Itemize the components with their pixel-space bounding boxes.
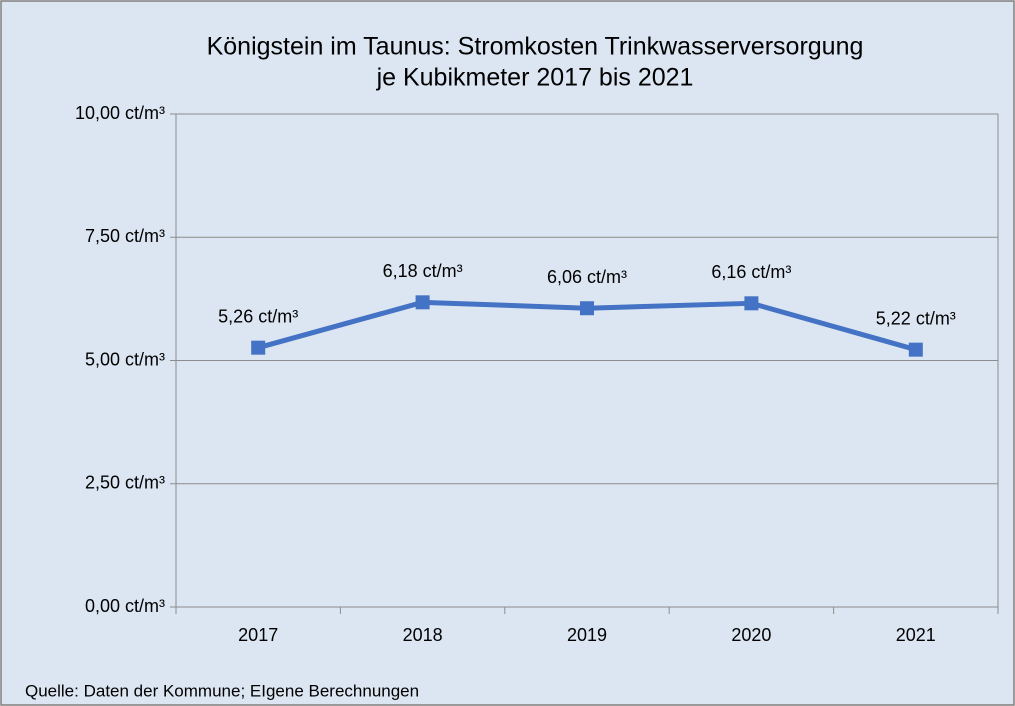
marker: [580, 301, 594, 316]
y-tick-label: 5,00 ct/m³: [85, 349, 165, 369]
data-label: 6,16 ct/m³: [711, 262, 791, 282]
data-label: 6,18 ct/m³: [383, 261, 463, 281]
x-tick-label: 2021: [896, 625, 936, 645]
marker: [415, 295, 430, 310]
x-tick-label: 2018: [403, 625, 443, 645]
data-label: 5,26 ct/m³: [218, 306, 298, 326]
y-tick-label: 0,00 ct/m³: [85, 596, 165, 616]
data-label: 5,22 ct/m³: [876, 308, 956, 328]
y-tick-label: 10,00 ct/m³: [75, 103, 165, 123]
x-tick-label: 2019: [567, 625, 607, 645]
source-note: Quelle: Daten der Kommune; EIgene Berech…: [25, 681, 419, 700]
x-tick-label: 2020: [731, 625, 771, 645]
x-tick-label: 2017: [238, 625, 278, 645]
marker: [251, 340, 266, 355]
y-tick-label: 7,50 ct/m³: [85, 226, 165, 246]
y-tick-label: 2,50 ct/m³: [85, 473, 165, 493]
marker: [744, 296, 759, 311]
chart-title: je Kubikmeter 2017 bis 2021: [376, 64, 694, 92]
data-label: 6,06 ct/m³: [547, 267, 627, 287]
marker: [908, 342, 923, 357]
chart-title: Königstein im Taunus: Stromkosten Trinkw…: [207, 33, 864, 61]
